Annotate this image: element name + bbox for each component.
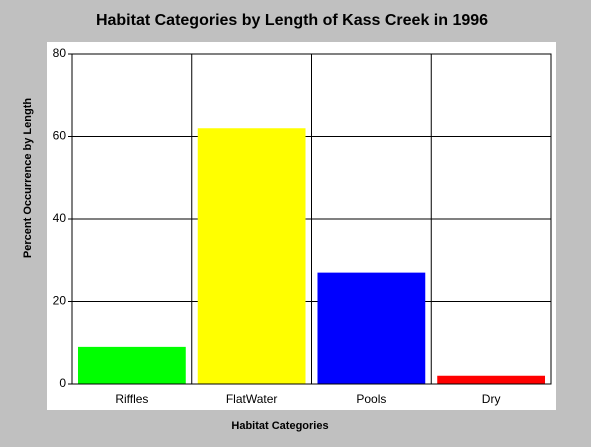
plot-frame bbox=[71, 53, 552, 385]
bar bbox=[437, 375, 546, 384]
y-tick-label: 60 bbox=[53, 129, 67, 143]
x-tick-label: FlatWater bbox=[226, 392, 278, 406]
y-tick-label: 80 bbox=[53, 46, 67, 60]
y-tick-label: 0 bbox=[59, 376, 66, 390]
bar bbox=[197, 128, 306, 384]
bar bbox=[317, 272, 426, 384]
x-axis-title: Habitat Categories bbox=[231, 420, 328, 432]
x-tick-label: Dry bbox=[482, 392, 501, 406]
bar bbox=[77, 346, 186, 384]
chart-title: Habitat Categories by Length of Kass Cre… bbox=[96, 12, 488, 29]
x-tick-label: Riffles bbox=[115, 392, 148, 406]
x-tick-label: Pools bbox=[356, 392, 386, 406]
y-tick-label: 20 bbox=[53, 294, 67, 308]
y-tick-label: 40 bbox=[53, 211, 67, 225]
y-axis-title: Percent Occurrence by Length bbox=[22, 98, 34, 258]
